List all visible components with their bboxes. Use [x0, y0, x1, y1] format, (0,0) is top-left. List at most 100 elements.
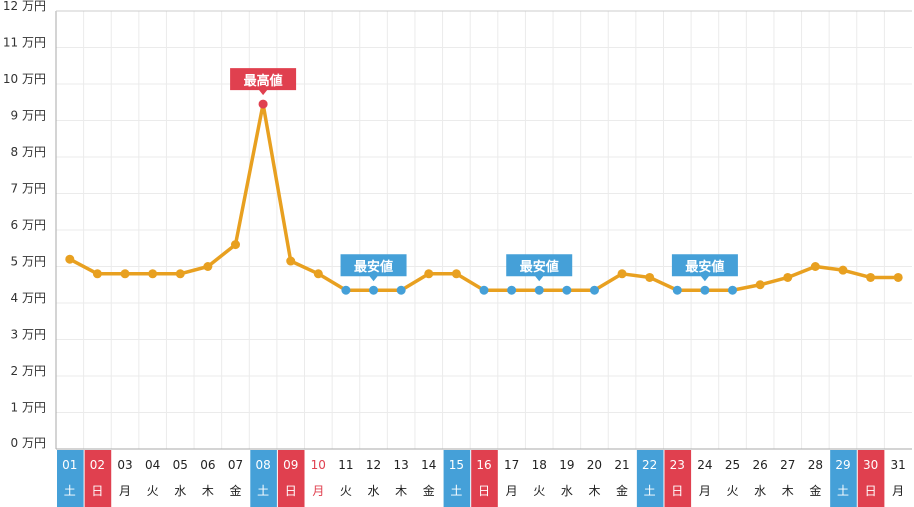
- weekday-label: 火: [147, 484, 159, 498]
- data-point: [645, 272, 655, 282]
- day-cell: [222, 450, 250, 507]
- day-number-label: 23: [670, 458, 685, 472]
- day-number-label: 06: [200, 458, 215, 472]
- data-point: [783, 272, 793, 282]
- day-number-label: 02: [90, 458, 105, 472]
- day-cell: [360, 450, 388, 507]
- day-cell: [415, 450, 443, 507]
- weekday-label: 日: [671, 484, 683, 498]
- day-number-label: 18: [532, 458, 547, 472]
- day-number-label: 27: [780, 458, 795, 472]
- weekday-label: 月: [312, 484, 324, 498]
- data-point: [65, 254, 75, 264]
- day-number-label: 07: [228, 458, 243, 472]
- data-point: [479, 285, 489, 295]
- day-number-label: 25: [725, 458, 740, 472]
- day-number-label: 21: [614, 458, 629, 472]
- y-tick-label: 8 万円: [11, 145, 46, 159]
- weekday-label: 火: [727, 484, 739, 498]
- data-point: [451, 269, 461, 279]
- y-tick-label: 10 万円: [3, 72, 46, 86]
- data-point: [120, 269, 130, 279]
- day-cell: [305, 450, 333, 507]
- data-point: [617, 269, 627, 279]
- callout-bubble: [340, 254, 407, 282]
- day-cell: [554, 450, 581, 507]
- y-tick-label: 5 万円: [11, 255, 46, 269]
- day-number-label: 03: [117, 458, 132, 472]
- day-number-label: 01: [62, 458, 77, 472]
- day-cell: [250, 450, 277, 507]
- day-number-label: 09: [283, 458, 298, 472]
- data-point: [230, 240, 240, 250]
- day-cell: [636, 450, 664, 507]
- weekday-label: 木: [395, 484, 407, 498]
- weekday-label: 水: [754, 484, 766, 498]
- data-point: [893, 272, 903, 282]
- day-number-label: 28: [808, 458, 823, 472]
- weekday-label: 木: [782, 484, 794, 498]
- day-cell: [112, 450, 139, 507]
- data-point: [755, 280, 765, 290]
- weekday-label: 日: [285, 484, 297, 498]
- data-point: [341, 285, 351, 295]
- day-cell: [857, 450, 885, 507]
- callout-label: 最安値: [685, 259, 724, 275]
- day-number-label: 04: [145, 458, 160, 472]
- callout-bubble: [671, 254, 738, 282]
- day-cell: [885, 450, 912, 507]
- day-cell: [471, 450, 498, 507]
- weekday-label: 月: [506, 484, 518, 498]
- day-cell: [277, 450, 305, 507]
- weekday-label: 水: [174, 484, 186, 498]
- data-point: [562, 285, 572, 295]
- day-cell: [581, 450, 609, 507]
- day-cell: [774, 450, 802, 507]
- weekday-label: 日: [91, 484, 103, 498]
- day-number-label: 31: [891, 458, 906, 472]
- data-point: [838, 265, 848, 275]
- weekday-label: 水: [561, 484, 573, 498]
- weekday-label: 土: [257, 484, 269, 498]
- day-cell: [333, 450, 360, 507]
- data-point: [175, 269, 185, 279]
- y-tick-label: 7 万円: [11, 182, 46, 196]
- weekday-label: 月: [892, 484, 904, 498]
- weekday-label: 月: [699, 484, 711, 498]
- data-point: [589, 285, 599, 295]
- day-cell: [664, 450, 692, 507]
- day-number-label: 14: [421, 458, 436, 472]
- day-cell: [388, 450, 415, 507]
- day-cell: [167, 450, 195, 507]
- y-tick-label: 2 万円: [11, 364, 46, 378]
- y-tick-label: 3 万円: [11, 328, 46, 342]
- day-cell: [526, 450, 554, 507]
- y-tick-label: 6 万円: [11, 218, 46, 232]
- weekday-label: 日: [478, 484, 490, 498]
- weekday-label: 土: [450, 484, 462, 498]
- day-cell: [57, 450, 84, 507]
- day-number-label: 16: [476, 458, 491, 472]
- data-point: [424, 269, 434, 279]
- weekday-label: 土: [64, 484, 76, 498]
- weekday-label: 土: [837, 484, 849, 498]
- day-number-label: 19: [559, 458, 574, 472]
- data-point: [507, 285, 517, 295]
- day-number-label: 13: [394, 458, 409, 472]
- day-cell: [719, 450, 747, 507]
- data-point: [203, 262, 213, 271]
- day-number-label: 05: [173, 458, 188, 472]
- day-cell: [609, 450, 636, 507]
- weekday-label: 木: [588, 484, 600, 498]
- weekday-label: 日: [865, 484, 877, 498]
- y-tick-label: 9 万円: [11, 109, 46, 123]
- data-point: [148, 269, 158, 279]
- day-number-label: 26: [752, 458, 767, 472]
- data-point: [534, 285, 544, 295]
- y-tick-label: 12 万円: [3, 0, 46, 13]
- y-tick-label: 4 万円: [11, 291, 46, 305]
- day-cell: [84, 450, 112, 507]
- day-number-label: 17: [504, 458, 519, 472]
- data-point: [92, 269, 102, 279]
